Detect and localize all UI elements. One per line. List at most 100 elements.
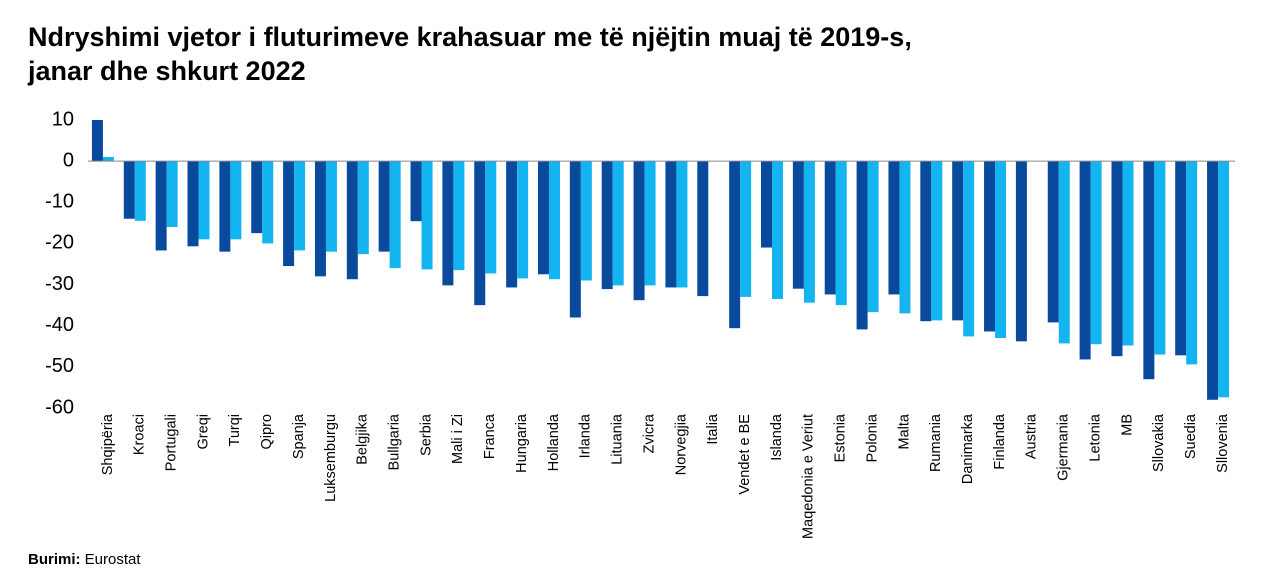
- bar: [963, 161, 975, 337]
- bar: [187, 161, 199, 247]
- bar: [835, 161, 847, 306]
- bar: [931, 161, 943, 321]
- bar: [1090, 161, 1102, 345]
- x-tick-label: Danimarka: [960, 413, 976, 484]
- x-tick-label: Italia: [705, 413, 721, 445]
- bar: [91, 120, 103, 162]
- x-tick-label: MB: [1119, 414, 1135, 436]
- x-tick-label: Greqi: [195, 414, 211, 449]
- x-tick-label: Sllovakia: [1151, 413, 1167, 472]
- bar: [506, 161, 518, 288]
- bar: [633, 161, 645, 301]
- bar: [1143, 161, 1155, 380]
- x-tick-label: Portugali: [163, 414, 179, 471]
- bar: [1047, 161, 1059, 323]
- x-tick-label: Islanda: [769, 413, 785, 461]
- x-tick-label: Finlanda: [992, 413, 1008, 470]
- y-tick-label: -30: [45, 273, 74, 295]
- bar: [294, 161, 306, 251]
- bar: [569, 161, 581, 318]
- bar: [1111, 161, 1123, 357]
- x-tick-label: Serbia: [418, 413, 434, 456]
- bar: [421, 161, 433, 270]
- x-tick-label: Norvegjia: [673, 413, 689, 475]
- x-tick-label: Spanja: [291, 413, 307, 459]
- bar: [665, 161, 677, 288]
- bar: [123, 161, 135, 219]
- bar: [230, 161, 242, 240]
- x-tick-label: Bullgaria: [387, 413, 403, 470]
- bar: [155, 161, 167, 251]
- bar: [262, 161, 274, 244]
- x-tick-label: Estonia: [833, 413, 849, 462]
- bar: [1207, 161, 1219, 400]
- x-tick-label: Belgjika: [355, 413, 371, 465]
- bar: [772, 161, 784, 299]
- bar: [134, 161, 146, 221]
- x-tick-label: Hungaria: [514, 413, 530, 473]
- source-label: Burimi:: [28, 551, 81, 568]
- bar: [952, 161, 964, 321]
- bar: [920, 161, 932, 322]
- bar: [442, 161, 454, 286]
- bar: [166, 161, 178, 227]
- bar: [761, 161, 773, 248]
- bar: [251, 161, 263, 234]
- bar: [548, 161, 560, 280]
- x-tick-label: Franca: [482, 413, 498, 459]
- x-tick-label: Luksemburgu: [323, 414, 339, 502]
- y-tick-label: -50: [45, 355, 74, 377]
- bar: [899, 161, 911, 314]
- bar: [676, 161, 688, 288]
- bar: [1058, 161, 1070, 344]
- x-tick-label: Maqedonia e Veriut: [801, 414, 817, 539]
- bar: [888, 161, 900, 295]
- bar: [453, 161, 465, 271]
- bar: [410, 161, 422, 222]
- bar: [219, 161, 231, 252]
- source-value: Eurostat: [85, 551, 142, 568]
- bar: [1218, 161, 1230, 398]
- bar: [474, 161, 486, 306]
- bar: [792, 161, 804, 289]
- bar: [389, 161, 401, 269]
- bar: [1122, 161, 1134, 346]
- x-tick-label: Kroaci: [132, 414, 148, 455]
- bar: [325, 161, 337, 252]
- bar: [1015, 161, 1027, 342]
- chart-title: janar dhe shkurt 2022: [27, 56, 306, 86]
- bar: [1154, 161, 1166, 355]
- bar: [729, 161, 741, 329]
- bar: [283, 161, 295, 267]
- bar: [995, 161, 1007, 339]
- bar: [314, 161, 326, 277]
- bar: [485, 161, 497, 274]
- bar: [612, 161, 624, 286]
- bar: [644, 161, 656, 286]
- bar: [867, 161, 879, 313]
- y-tick-label: -60: [45, 396, 74, 418]
- bar: [740, 161, 752, 297]
- bar: [102, 157, 114, 162]
- y-tick-label: 0: [63, 149, 74, 171]
- bar: [537, 161, 549, 275]
- x-tick-label: Gjermania: [1056, 413, 1072, 481]
- bar: [601, 161, 613, 290]
- x-tick-label: Polonia: [864, 413, 880, 462]
- x-tick-label: Letonia: [1087, 413, 1103, 462]
- x-tick-label: Malta: [896, 413, 912, 449]
- x-tick-label: Irlanda: [578, 413, 594, 458]
- x-tick-label: Suedia: [1183, 413, 1199, 459]
- bar: [517, 161, 529, 279]
- y-tick-label: -10: [45, 191, 74, 213]
- chart-title: Ndryshimi vjetor i fluturimeve krahasuar…: [28, 22, 912, 52]
- x-tick-label: Lituania: [610, 413, 626, 465]
- x-tick-label: Rumania: [928, 413, 944, 472]
- bar: [580, 161, 592, 281]
- bar: [346, 161, 358, 280]
- source: Burimi: Eurostat: [28, 551, 141, 568]
- y-tick-label: 10: [52, 108, 74, 130]
- bar: [1186, 161, 1198, 365]
- bar: [1175, 161, 1187, 356]
